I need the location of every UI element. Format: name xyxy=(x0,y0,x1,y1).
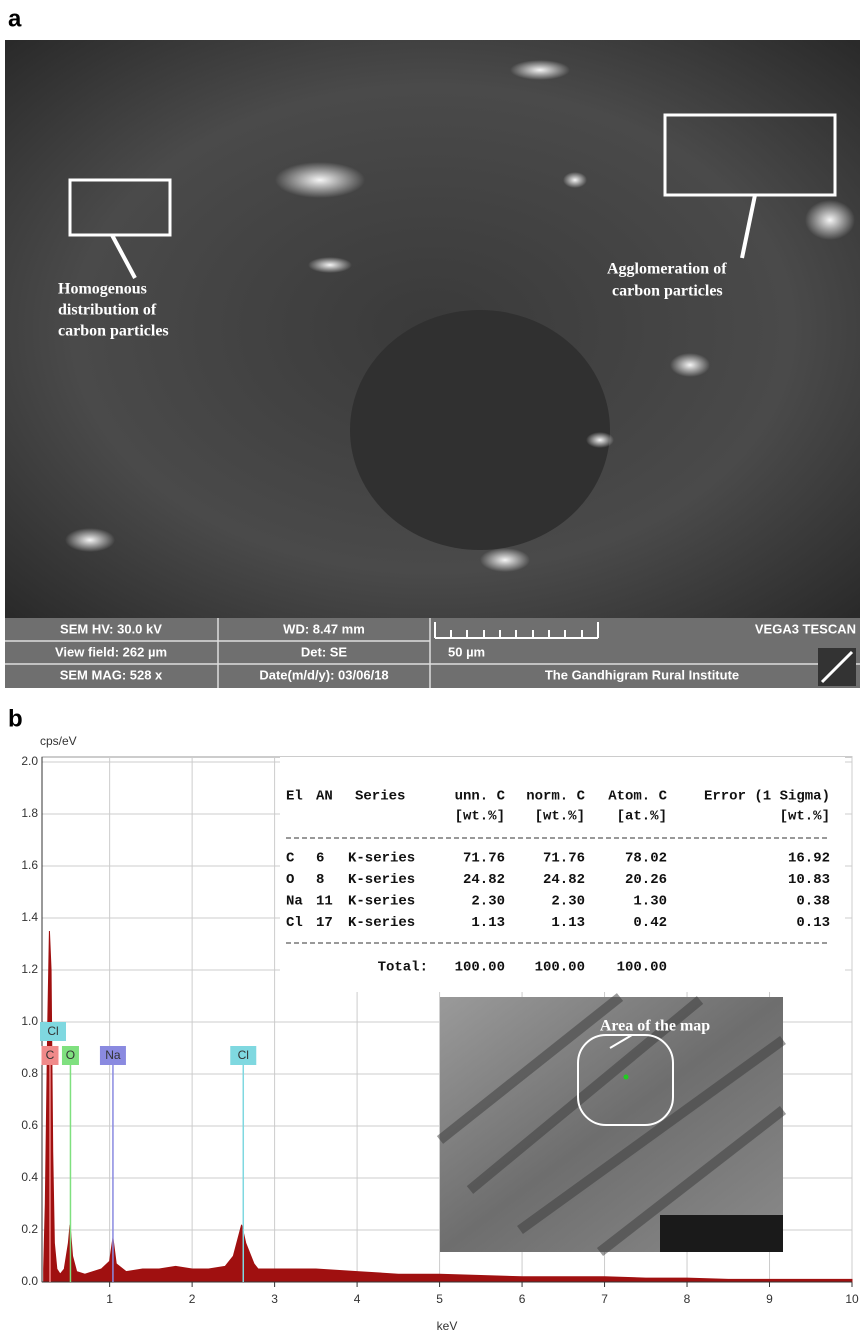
table-cell: K-series xyxy=(348,894,415,910)
annotation-line: carbon particles xyxy=(58,323,169,340)
figure: a Homogenous distribution of carbon partic… xyxy=(0,0,863,1338)
table-cell: 1.30 xyxy=(633,894,667,910)
panel-label: b xyxy=(8,705,23,732)
y-tick-label: 1.0 xyxy=(21,1014,38,1028)
info-bar-cell: The Gandhigram Rural Institute xyxy=(545,667,739,682)
table-cell: K-series xyxy=(348,851,415,867)
table-cell: 20.26 xyxy=(625,872,667,888)
table-header: Series xyxy=(355,789,405,805)
table-cell: 11 xyxy=(316,894,333,910)
table-cell: 6 xyxy=(316,851,324,867)
table-cell: K-series xyxy=(348,915,415,931)
info-bar-cell: VEGA3 TESCAN xyxy=(755,621,856,636)
table-header: Error (1 Sigma) xyxy=(704,789,830,805)
y-tick-label: 0.2 xyxy=(21,1222,38,1236)
info-bar-cell: View field: 262 µm xyxy=(55,644,167,659)
x-tick-label: 6 xyxy=(519,1292,526,1306)
table-unit: [at.%] xyxy=(617,809,667,825)
element-label: Na xyxy=(105,1048,121,1062)
x-tick-label: 2 xyxy=(189,1292,196,1306)
y-axis-label: cps/eV xyxy=(40,734,77,748)
y-tick-label: 1.8 xyxy=(21,806,38,820)
inset-label: Area of the map xyxy=(600,1018,710,1035)
info-bar-cell: WD: 8.47 mm xyxy=(283,621,365,636)
table-cell: 0.42 xyxy=(633,915,667,931)
y-tick-label: 0.0 xyxy=(21,1274,38,1288)
info-bar-cell: Det: SE xyxy=(301,644,348,659)
x-tick-label: 3 xyxy=(271,1292,278,1306)
table-cell: 2.30 xyxy=(551,894,585,910)
y-tick-label: 0.4 xyxy=(21,1170,38,1184)
element-label: O xyxy=(66,1048,75,1062)
table-unit: [wt.%] xyxy=(535,809,585,825)
x-tick-label: 4 xyxy=(354,1292,361,1306)
table-cell: 16.92 xyxy=(788,851,830,867)
info-bar-cell: SEM HV: 30.0 kV xyxy=(60,621,162,636)
table-cell: 10.83 xyxy=(788,872,830,888)
y-tick-label: 2.0 xyxy=(21,754,38,768)
table-cell: 0.38 xyxy=(796,894,830,910)
element-label: Cl xyxy=(47,1024,58,1038)
x-tick-label: 5 xyxy=(436,1292,443,1306)
table-cell: 8 xyxy=(316,872,324,888)
table-cell: 17 xyxy=(316,915,333,931)
info-bar-cell: SEM MAG: 528 x xyxy=(60,667,163,682)
y-tick-label: 0.6 xyxy=(21,1118,38,1132)
table-cell: 78.02 xyxy=(625,851,667,867)
annotation-line: distribution of xyxy=(58,302,157,319)
table-cell: C xyxy=(286,851,295,867)
table-header: AN xyxy=(316,789,333,805)
element-label: Cl xyxy=(238,1048,249,1062)
x-tick-label: 9 xyxy=(766,1292,773,1306)
table-cell: 71.76 xyxy=(463,851,505,867)
table-unit: [wt.%] xyxy=(455,809,505,825)
x-axis-label: keV xyxy=(437,1319,458,1333)
inset-image xyxy=(440,997,783,1252)
x-tick-label: 10 xyxy=(845,1292,859,1306)
annotation-line: Homogenous xyxy=(58,281,147,298)
y-tick-label: 1.4 xyxy=(21,910,38,924)
table-cell: 24.82 xyxy=(543,872,585,888)
table-total: 100.00 xyxy=(617,960,667,976)
table-total: 100.00 xyxy=(535,960,585,976)
table-cell: 24.82 xyxy=(463,872,505,888)
x-tick-label: 8 xyxy=(684,1292,691,1306)
table-cell: Na xyxy=(286,894,303,910)
table-total: 100.00 xyxy=(455,960,505,976)
info-bar-cell: 50 µm xyxy=(448,644,485,659)
table-header: Atom. C xyxy=(608,789,667,805)
x-tick-label: 7 xyxy=(601,1292,608,1306)
table-cell: Cl xyxy=(286,915,303,931)
annotation-line: carbon particles xyxy=(612,283,723,300)
annotation-line: Agglomeration of xyxy=(607,261,727,278)
table-cell: O xyxy=(286,872,294,888)
x-tick-label: 1 xyxy=(106,1292,113,1306)
table-cell: 2.30 xyxy=(471,894,505,910)
table-header: norm. C xyxy=(526,789,585,805)
panel-label: a xyxy=(8,5,22,32)
y-tick-label: 1.6 xyxy=(21,858,38,872)
table-header: unn. C xyxy=(455,789,506,805)
table-cell: 1.13 xyxy=(551,915,585,931)
table-cell: 71.76 xyxy=(543,851,585,867)
table-cell: 0.13 xyxy=(796,915,830,931)
table-header: El xyxy=(286,789,303,805)
table-cell: K-series xyxy=(348,872,415,888)
table-total-label: Total: xyxy=(378,960,428,976)
info-bar-cell: Date(m/d/y): 03/06/18 xyxy=(259,667,388,682)
table-unit: [wt.%] xyxy=(780,809,830,825)
y-tick-label: 1.2 xyxy=(21,962,38,976)
element-label: C xyxy=(46,1048,55,1062)
y-tick-label: 0.8 xyxy=(21,1066,38,1080)
table-cell: 1.13 xyxy=(471,915,505,931)
